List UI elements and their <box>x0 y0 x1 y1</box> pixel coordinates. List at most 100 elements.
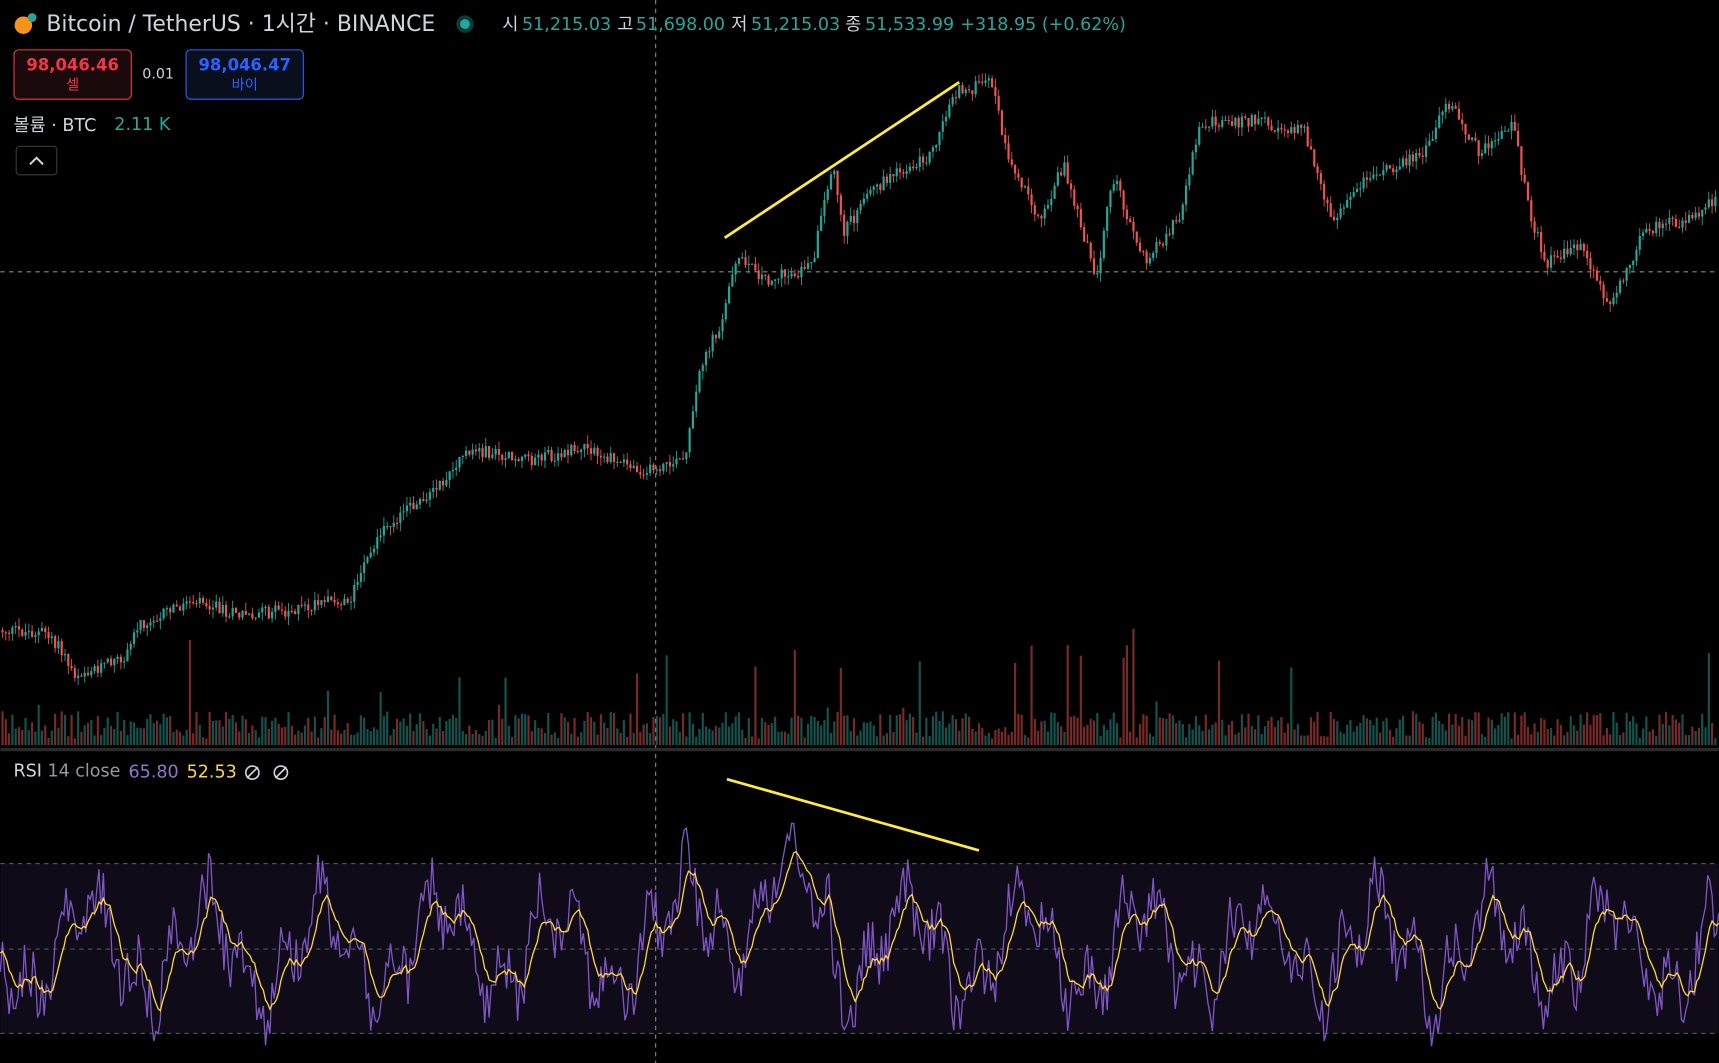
candle-body <box>672 464 675 467</box>
candle-body <box>1017 173 1020 178</box>
volume-bar <box>491 719 494 746</box>
volume-bar <box>734 716 737 746</box>
candle-body <box>708 351 711 353</box>
candle-body <box>1175 220 1178 222</box>
volume-bar <box>843 715 846 746</box>
candle-body <box>132 632 136 644</box>
volume-bar <box>757 738 760 746</box>
candle-body <box>1257 118 1260 125</box>
candle-body <box>655 469 658 471</box>
volume-bar <box>504 677 507 746</box>
candle-body <box>1589 258 1592 270</box>
volume-bar <box>675 721 678 746</box>
candle-body <box>1293 127 1296 134</box>
candle-body <box>760 274 764 280</box>
volume-bar <box>468 725 471 746</box>
volume-bar <box>672 719 675 746</box>
candle-body <box>751 263 754 265</box>
volume-bar <box>701 712 704 746</box>
candle-body <box>885 176 888 183</box>
volume-bar <box>866 722 869 746</box>
candle-body <box>244 610 247 615</box>
volume-bar <box>869 721 872 746</box>
volume-bar <box>451 714 455 746</box>
volume-bar <box>609 712 612 746</box>
candle-body <box>464 450 468 456</box>
volume-bar <box>155 720 159 746</box>
volume-bar <box>1319 736 1322 746</box>
volume-bar <box>971 728 974 746</box>
trendline[interactable] <box>726 777 980 852</box>
ohlc-value: 51,215.03 <box>522 15 611 35</box>
candle-body <box>1224 119 1227 122</box>
candle-body <box>1398 166 1401 170</box>
candle-body <box>366 557 369 563</box>
volume-bar <box>1398 719 1401 746</box>
candle-body <box>198 598 201 604</box>
candle-body <box>629 464 632 469</box>
volume-bar <box>428 735 432 746</box>
candle-body <box>323 600 326 603</box>
volume-bar <box>1352 731 1355 746</box>
volume-bar <box>797 715 800 746</box>
candle-body <box>649 464 652 474</box>
candle-body <box>767 275 770 285</box>
candle-body <box>1480 153 1484 157</box>
volume-bar <box>1701 713 1704 746</box>
buy-button[interactable] <box>185 49 304 100</box>
volume-bar <box>1645 716 1648 746</box>
volume-bar <box>593 721 596 746</box>
candle-body <box>159 618 162 622</box>
candle-body <box>948 104 951 117</box>
candle-body <box>849 215 852 222</box>
coin-badge <box>27 13 37 22</box>
candle-body <box>1060 172 1063 176</box>
volume-bar <box>507 725 510 746</box>
volume-bar <box>787 733 790 746</box>
candle-body <box>386 525 389 528</box>
hidden-icons[interactable] <box>244 765 289 780</box>
volume-bar <box>1477 712 1480 746</box>
volume-bar <box>294 734 297 746</box>
volume-bar <box>132 722 136 746</box>
volume-bar <box>1309 717 1313 746</box>
candle-body <box>869 189 872 195</box>
volume-bar <box>1316 711 1319 746</box>
candle-body <box>1122 190 1125 210</box>
volume-bar <box>783 731 787 746</box>
volume-bar <box>1444 730 1447 746</box>
candle-body <box>1313 149 1316 167</box>
trendline[interactable] <box>723 81 960 239</box>
candle-body <box>566 449 570 456</box>
volume-bar <box>244 719 247 746</box>
volume-bar <box>583 720 586 746</box>
candle-body <box>1615 292 1618 298</box>
candle-body <box>21 629 24 636</box>
candle-body <box>1046 205 1050 209</box>
volume-bar <box>1362 715 1365 746</box>
volume-bar <box>862 722 865 746</box>
volume-bar <box>1687 735 1691 746</box>
volume-bar <box>931 716 935 746</box>
candle-body <box>1635 249 1638 261</box>
candle-body <box>951 97 954 105</box>
candle-body <box>797 275 800 278</box>
volume-bar <box>1655 735 1658 746</box>
candle-body <box>1408 154 1411 166</box>
collapse-button[interactable] <box>15 145 58 176</box>
candle-body <box>271 611 274 619</box>
candle-body <box>731 274 734 287</box>
candle-body <box>330 596 333 601</box>
sell-button[interactable] <box>13 49 132 100</box>
candle-body <box>1132 221 1135 232</box>
volume-bar <box>1490 719 1493 746</box>
candle-body <box>1296 124 1299 134</box>
volume-bar <box>1165 718 1168 746</box>
candle-body <box>964 89 967 94</box>
volume-bar <box>576 736 579 746</box>
volume-bar <box>356 732 359 746</box>
candle-body <box>126 649 129 662</box>
symbol[interactable]: Bitcoin / TetherUS · 1시간 · BINANCE <box>46 12 435 37</box>
volume-bar <box>1237 732 1240 746</box>
candle-body <box>1533 221 1536 233</box>
